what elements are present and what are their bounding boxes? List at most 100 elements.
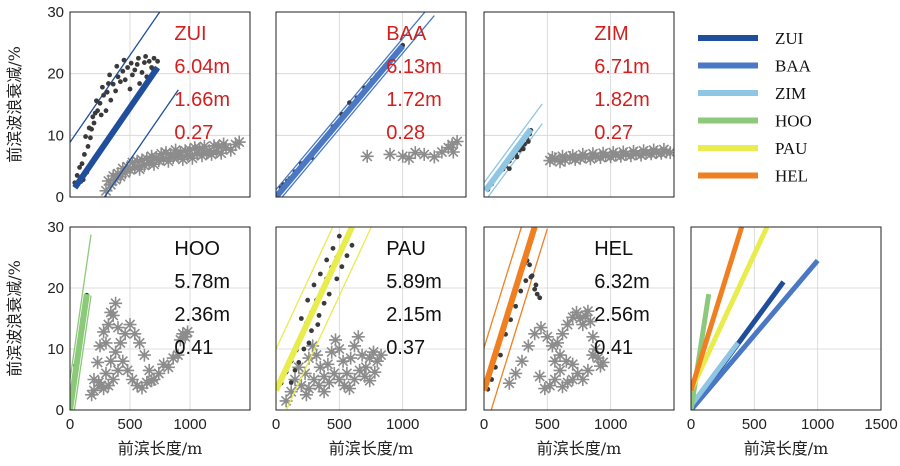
black-data-point (95, 108, 100, 114)
gray-star-point (137, 159, 151, 173)
gray-star-point (207, 139, 221, 153)
stat-text: PAU (386, 238, 426, 260)
x-tick-label: 500 (742, 416, 767, 433)
gray-star-point (91, 355, 105, 369)
gray-star-point (85, 388, 99, 402)
gray-star-point (368, 365, 382, 379)
gray-star-point (344, 351, 358, 365)
gray-star-point (616, 145, 630, 159)
black-data-point (498, 352, 503, 358)
black-data-point (305, 297, 311, 303)
gray-star-point (288, 373, 302, 386)
gray-star-point (181, 325, 195, 339)
stat-text: HOO (174, 238, 220, 260)
gray-star-point (135, 153, 149, 167)
gray-star-point (358, 369, 372, 383)
gray-star-point (450, 135, 464, 148)
gray-star-point (130, 154, 144, 168)
stat-text: 0.27 (594, 122, 633, 144)
stat-text: 0.41 (594, 337, 633, 359)
gray-star-point (515, 354, 529, 368)
x-tick-label: 1000 (801, 416, 834, 433)
gray-star-point (299, 388, 313, 402)
black-data-point (296, 360, 302, 365)
x-tick-label: 0 (66, 416, 74, 433)
gray-star-point (133, 336, 147, 350)
gray-star-point (178, 330, 192, 344)
gray-star-point (157, 357, 171, 371)
stat-text: BAA (386, 23, 427, 45)
gray-star-point (578, 308, 592, 322)
gray-star-point (92, 376, 106, 390)
gray-star-point (355, 348, 369, 362)
gray-star-point (317, 385, 331, 399)
black-data-point (525, 139, 531, 144)
gray-star-point (589, 342, 602, 356)
black-data-point (122, 77, 128, 83)
gray-star-point (551, 336, 564, 350)
gray-star-point (193, 142, 207, 156)
gray-star-point (284, 385, 298, 399)
plot-area (70, 12, 246, 197)
gray-star-point (232, 135, 246, 149)
black-data-point (506, 166, 512, 172)
gray-star-point (317, 369, 331, 383)
gray-star-point (644, 147, 658, 161)
gray-star-point (145, 149, 159, 163)
black-data-point (513, 303, 519, 309)
gray-star-point (298, 366, 312, 380)
gray-star-point (336, 354, 350, 368)
stat-text: 2.56m (594, 304, 650, 326)
gray-star-point (128, 160, 142, 174)
gray-star-point (312, 379, 326, 393)
gray-star-point (402, 151, 416, 165)
gray-star-point (571, 366, 585, 380)
gray-star-point (116, 354, 130, 368)
black-data-point (85, 144, 91, 149)
stat-text: 0.41 (174, 337, 213, 359)
lower-bound-line (285, 227, 372, 410)
plot-area (276, 227, 388, 410)
gray-star-point (321, 357, 335, 371)
black-data-point (106, 81, 111, 86)
stat-text: 6.32m (594, 271, 650, 293)
gray-star-point (140, 376, 154, 390)
gray-star-point (209, 144, 223, 158)
x-tick-label: 0 (272, 416, 280, 433)
black-data-point (83, 134, 88, 139)
gray-star-point (101, 174, 115, 188)
panel-all: 0 500 1000 1500 前滨长度/m (687, 226, 898, 458)
plot-area (691, 227, 820, 410)
black-data-point (324, 257, 330, 263)
gray-star-point (591, 351, 605, 365)
gray-star-point (307, 373, 321, 386)
gray-star-point (325, 345, 339, 359)
stat-text: HEL (594, 238, 633, 260)
gray-star-point (327, 366, 341, 380)
x-tick-label: 1500 (864, 416, 897, 433)
gray-star-point (383, 147, 397, 161)
gray-star-point (548, 354, 562, 368)
gray-star-point (573, 312, 587, 325)
gray-star-point (306, 339, 320, 353)
stat-text: 5.89m (386, 271, 442, 293)
gray-star-point (101, 379, 115, 393)
stat-text: ZUI (174, 23, 206, 45)
gray-star-point (142, 363, 156, 377)
gray-star-point (111, 363, 125, 377)
fit-line-hel (691, 227, 745, 392)
black-data-point (142, 60, 147, 65)
gray-star-point (123, 318, 137, 332)
panel-frame (69, 226, 251, 411)
upper-bound-line (70, 234, 92, 380)
black-data-point (103, 108, 109, 114)
gray-star-point (87, 384, 101, 397)
panel-frame (275, 226, 467, 411)
gray-star-point (106, 169, 120, 183)
gray-star-point (576, 318, 590, 332)
gray-star-point (548, 152, 562, 166)
gray-star-point (417, 147, 431, 161)
lower-bound-line (490, 228, 548, 410)
gray-star-point (566, 149, 580, 163)
